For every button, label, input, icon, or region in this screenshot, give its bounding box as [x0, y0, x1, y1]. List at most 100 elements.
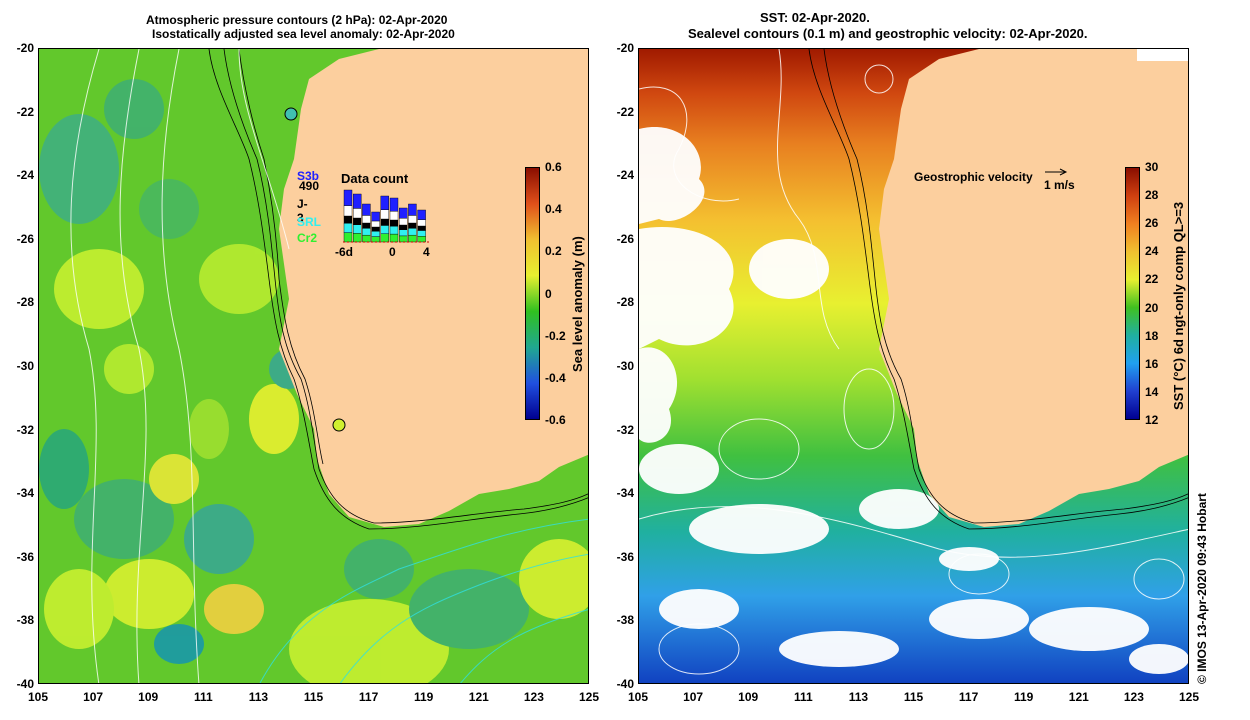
data-count-axis-label: 0 — [389, 245, 396, 259]
histogram-bar — [389, 197, 399, 212]
satellite-label: 490 — [299, 179, 320, 193]
histogram-bar — [417, 209, 426, 220]
sea-level-anomaly-map: Data count S3b 490 J-3 SRL Cr2 -6d 0 4 0.6 0.… — [38, 48, 589, 684]
tide-gauge-marker — [332, 418, 346, 432]
colorbar-tick-label: 18 — [1145, 328, 1159, 343]
velocity-legend-label: Geostrophic velocity — [914, 170, 1033, 184]
sea-level-colorbar-title: Sea level anomaly (m) — [570, 236, 585, 372]
x-axis-tick-label: 121 — [468, 690, 489, 704]
histogram-bar — [389, 225, 399, 235]
x-axis-tick-label: 123 — [523, 690, 544, 704]
y-axis-tick-label: -30 — [616, 359, 634, 373]
histogram-bar — [352, 208, 362, 219]
histogram-bar — [362, 228, 371, 236]
y-axis-tick-label: -28 — [16, 295, 34, 310]
histogram-bar — [417, 225, 426, 231]
sst-colorbar-title: SST (°C) 6d ngt-only comp QL>=3 — [1171, 201, 1186, 410]
histogram-bar — [417, 219, 426, 227]
left-title-line1: Atmospheric pressure contours (2 hPa): 0… — [146, 13, 448, 27]
y-axis-tick-label: -26 — [16, 231, 34, 246]
histogram-bar — [343, 223, 353, 233]
y-axis-tick-label: -32 — [16, 422, 34, 437]
colorbar-tick-label: 20 — [1145, 300, 1159, 315]
colorbar-tick-label: -0.4 — [545, 370, 566, 385]
y-axis-tick-label: -24 — [16, 168, 34, 183]
histogram-bar — [371, 231, 380, 237]
velocity-scale-label: 1 m/s — [1044, 178, 1075, 192]
y-axis-tick-label: -26 — [616, 231, 634, 246]
satellite-label: S3b — [297, 169, 320, 183]
credit-text: © IMOS 13-Apr-2020 09:43 Hobart — [1195, 493, 1209, 684]
velocity-arrow-icon — [1045, 168, 1068, 176]
histogram-bar — [362, 215, 371, 224]
x-axis-tick-label: 121 — [1068, 690, 1089, 704]
histogram-bar — [417, 230, 426, 237]
right-title-line1: SST: 02-Apr-2020. — [760, 10, 870, 25]
histogram-bar — [371, 226, 380, 232]
x-axis-tick-label: 111 — [793, 690, 813, 704]
x-axis-tick-label: 117 — [958, 690, 979, 704]
colorbar-tick-label: 14 — [1145, 384, 1159, 399]
y-axis-tick-label: -22 — [616, 104, 634, 119]
x-axis-tick-label: 107 — [83, 690, 104, 704]
colorbar-tick-label: 0 — [545, 286, 552, 301]
histogram-bar — [343, 189, 353, 206]
histogram-bar — [389, 211, 399, 221]
x-axis-tick-label: 109 — [738, 690, 759, 704]
data-count-histogram — [343, 189, 429, 243]
histogram-bar — [408, 203, 417, 216]
histogram-bar — [408, 222, 417, 229]
histogram-bar — [399, 218, 408, 226]
right-title-line2: Sealevel contours (0.1 m) and geostrophi… — [688, 26, 1088, 41]
histogram-bar — [362, 203, 371, 216]
colorbar-tick-label: 12 — [1145, 413, 1159, 427]
colorbar-tick-label: 22 — [1145, 272, 1159, 287]
y-axis-tick-label: -36 — [16, 549, 34, 564]
histogram-bar — [417, 236, 426, 243]
y-axis-tick-label: -34 — [616, 486, 634, 501]
colorbar-tick-label: 0.2 — [545, 244, 562, 259]
histogram-bar — [389, 219, 399, 227]
x-axis-tick-label: 105 — [27, 690, 49, 704]
x-axis-tick-label: 125 — [1178, 690, 1200, 704]
y-axis-tick-label: -34 — [16, 486, 34, 501]
histogram-bar — [380, 218, 389, 226]
histogram-bar — [399, 224, 408, 230]
data-count-axis-label: 4 — [423, 245, 430, 259]
colorbar-tick-label: 24 — [1145, 244, 1159, 259]
y-axis-tick-label: -36 — [616, 549, 634, 564]
colorbar-tick-label: 30 — [1145, 160, 1159, 174]
x-axis-tick-label: 113 — [848, 690, 869, 704]
x-axis-tick-label: 109 — [138, 690, 159, 704]
histogram-bar — [380, 195, 389, 211]
data-count-axis-label: -6d — [335, 245, 353, 259]
histogram-bar — [408, 215, 417, 224]
x-axis-tick-label: 119 — [1014, 690, 1034, 704]
x-axis-tick-label: 115 — [303, 690, 324, 704]
y-axis-tick-label: -40 — [16, 677, 34, 691]
left-title-line2: Isostatically adjusted sea level anomaly… — [152, 27, 455, 41]
y-axis-tick-label: -24 — [616, 168, 634, 183]
histogram-bar — [408, 234, 417, 243]
x-axis-tick-label: 119 — [414, 690, 434, 704]
histogram-bar — [362, 234, 371, 243]
histogram-bar — [399, 235, 408, 243]
histogram-bar — [380, 209, 389, 220]
x-axis-tick-label: 113 — [248, 690, 269, 704]
histogram-bar — [343, 232, 353, 243]
histogram-bar — [362, 222, 371, 229]
tide-gauge-marker — [284, 107, 298, 121]
histogram-bar — [343, 215, 353, 224]
histogram-bar — [380, 225, 389, 234]
y-axis-tick-label: -30 — [16, 359, 34, 373]
histogram-bar — [371, 236, 380, 243]
y-axis-tick-label: -22 — [16, 104, 34, 119]
x-axis-tick-label: 123 — [1123, 690, 1144, 704]
colorbar-tick-label: 16 — [1145, 356, 1159, 371]
x-axis-tick-label: 125 — [578, 690, 600, 704]
satellite-label: J-3 — [297, 197, 308, 225]
histogram-bar — [352, 217, 362, 225]
histogram-bar — [371, 220, 380, 228]
data-count-title: Data count — [341, 171, 409, 186]
sst-map: Geostrophic velocity 1 m/s 30 28 26 24 22 20 1… — [638, 48, 1189, 684]
